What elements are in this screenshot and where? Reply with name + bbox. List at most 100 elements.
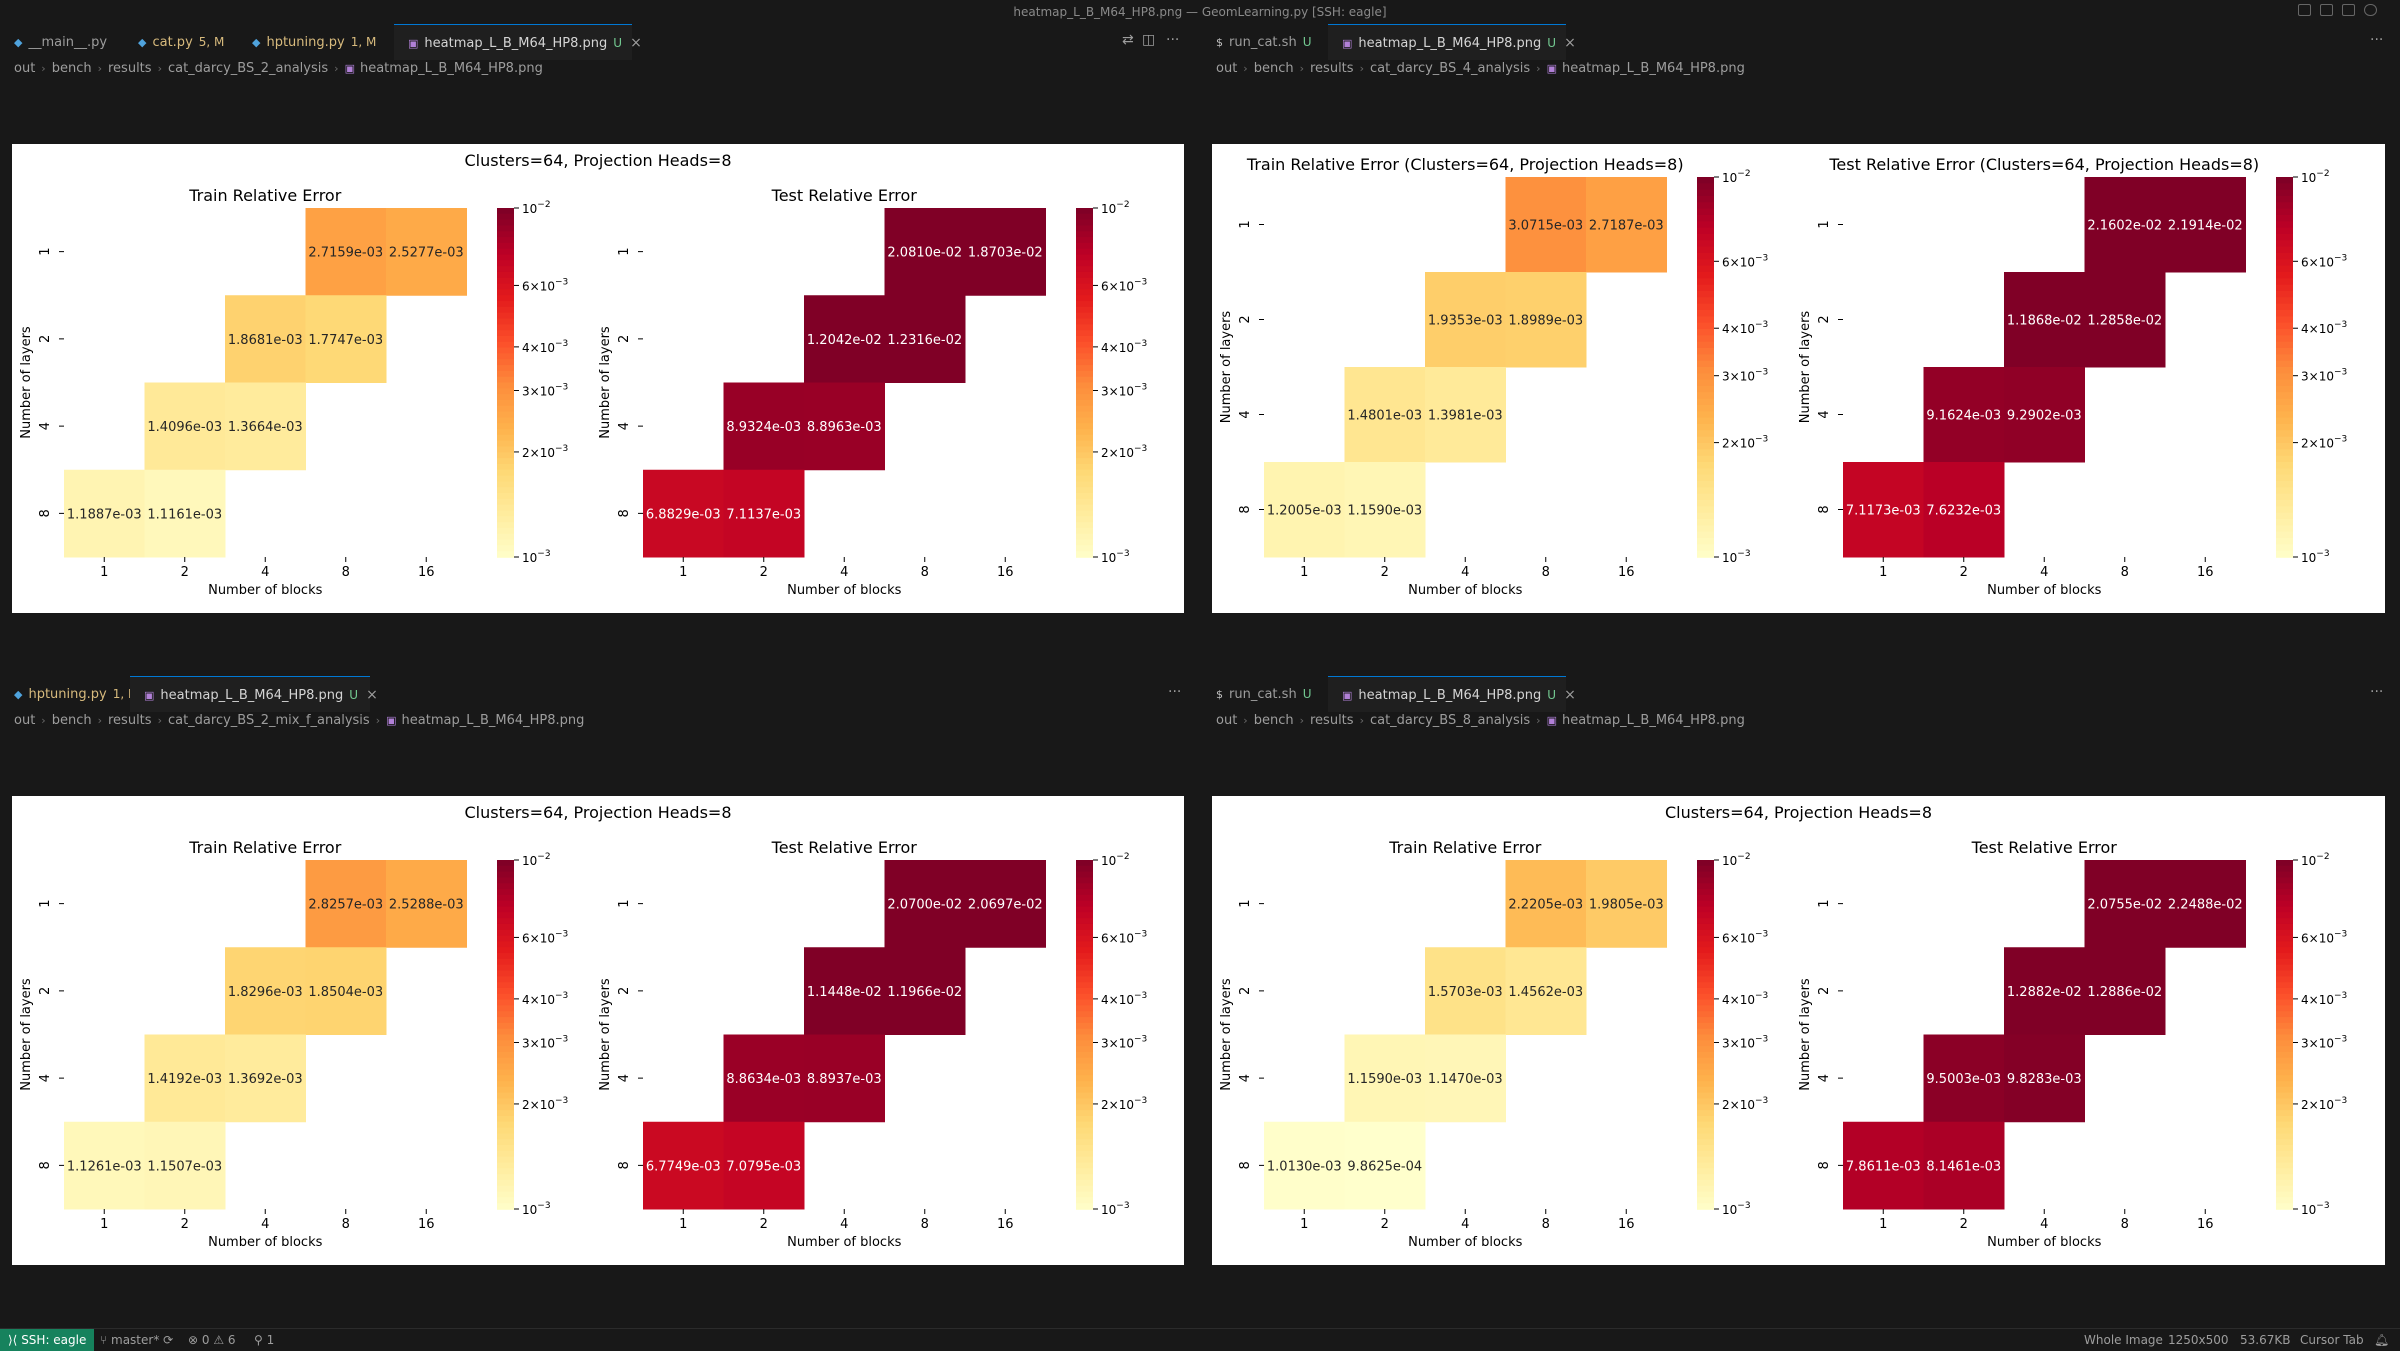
cell-value-label: 7.8611e-03	[1846, 1159, 1921, 1174]
colorbar-segment	[2276, 1139, 2293, 1146]
colorbar-segment	[497, 248, 514, 256]
compare-changes-icon[interactable]: ⇄	[1122, 32, 1134, 48]
close-tab-icon[interactable]: ×	[1564, 35, 1576, 51]
colorbar-segment	[1076, 1075, 1093, 1082]
remote-indicator[interactable]: ⟩⟨ SSH: eagle	[0, 1329, 95, 1351]
ports-indicator[interactable]: ⚲ 1	[254, 1333, 275, 1347]
x-tick-label: 2	[1381, 565, 1389, 580]
breadcrumb-segment[interactable]: heatmap_L_B_M64_HP8.png	[1561, 713, 1745, 728]
x-tick-label: 8	[342, 1217, 350, 1232]
cell-value-label: 1.7747e-03	[308, 333, 383, 348]
colorbar-segment	[497, 475, 514, 483]
breadcrumb-segment[interactable]: out	[14, 61, 36, 76]
colorbar-segment	[2276, 316, 2293, 324]
cell-value-label: 2.7187e-03	[1589, 219, 1664, 234]
x-axis-label: Number of blocks	[1987, 1235, 2102, 1250]
colorbar-segment	[2276, 1191, 2293, 1199]
colorbar-segment	[2276, 259, 2293, 267]
colorbar-segment	[497, 1197, 514, 1204]
editor-tab[interactable]: ◆ hptuning.py 1, M	[238, 24, 394, 60]
breadcrumb-segment[interactable]: bench	[1253, 61, 1294, 76]
editor-tab[interactable]: ▣ heatmap_L_B_M64_HP8.png U ×	[1328, 676, 1576, 712]
editor-tab[interactable]: $ run_cat.sh U	[1202, 24, 1328, 60]
colorbar-segment	[1697, 941, 1714, 949]
colorbar-segment	[1697, 1197, 1714, 1204]
settings-gear-icon[interactable]	[2364, 4, 2377, 16]
colorbar-segment	[2276, 1104, 2293, 1111]
image-file-icon: ▣	[1342, 689, 1353, 702]
breadcrumb-segment[interactable]: cat_darcy_BS_4_analysis	[1369, 61, 1531, 76]
x-tick-label: 8	[1542, 1217, 1550, 1232]
colorbar-segment	[1076, 1191, 1093, 1199]
breadcrumb-segment[interactable]: cat_darcy_BS_8_analysis	[1369, 713, 1531, 728]
colorbar-segment	[2276, 1034, 2293, 1042]
breadcrumb-segment[interactable]: bench	[1253, 713, 1294, 728]
colorbar-tick-label: 2×10−3	[522, 444, 568, 460]
colorbar-segment	[2276, 1022, 2293, 1030]
colorbar: 10−2 6×10−3 4×10−3 3×10−3 2×10−3 10−3	[497, 200, 568, 565]
heatmap-cell	[965, 860, 1046, 948]
breadcrumb-segment[interactable]: results	[108, 61, 152, 76]
colorbar-segment	[1076, 295, 1093, 302]
breadcrumb-segment[interactable]: bench	[51, 61, 92, 76]
breadcrumb-segment[interactable]: results	[1310, 61, 1354, 76]
image-mode[interactable]: Whole Image	[2084, 1333, 2163, 1347]
colorbar-segment	[2276, 544, 2293, 552]
colorbar-segment	[1697, 284, 1714, 292]
problems-indicator[interactable]: ⊗ 0 ⚠ 6	[188, 1333, 236, 1347]
editor-tab[interactable]: ▣ heatmap_L_B_M64_HP8.png U ×	[1328, 24, 1576, 60]
colorbar-tick-label: 2×10−3	[2301, 1096, 2347, 1112]
colorbar-segment	[1076, 306, 1093, 314]
colorbar-segment	[1697, 322, 1714, 330]
colorbar-segment	[1076, 1005, 1093, 1013]
breadcrumb-segment[interactable]: results	[108, 713, 152, 728]
heatmap-cell	[884, 860, 966, 948]
x-tick-label: 4	[261, 565, 269, 580]
editor-tab[interactable]: $ run_cat.sh U	[1202, 676, 1328, 712]
split-editor-icon[interactable]: ◫	[1142, 32, 1156, 48]
close-tab-icon[interactable]: ×	[366, 687, 378, 703]
more-actions-icon[interactable]: ···	[1168, 684, 1182, 700]
colorbar-segment	[1697, 912, 1714, 919]
close-tab-icon[interactable]: ×	[630, 35, 642, 51]
toggle-secondary-sidebar-icon[interactable]	[2342, 4, 2355, 16]
toggle-sidebar-icon[interactable]	[2298, 4, 2311, 16]
indent-mode[interactable]: Cursor Tab	[2300, 1333, 2364, 1347]
colorbar-segment	[1076, 417, 1093, 425]
colorbar-segment	[2276, 348, 2293, 356]
toggle-panel-icon[interactable]	[2320, 4, 2333, 16]
colorbar-segment	[1076, 539, 1093, 547]
more-actions-icon[interactable]: ···	[2370, 32, 2384, 48]
breadcrumb-segment[interactable]: heatmap_L_B_M64_HP8.png	[1561, 61, 1745, 76]
notifications-bell-icon[interactable]: 🔔︎	[2374, 1333, 2390, 1347]
git-branch[interactable]: ⑂ master* ⟳	[100, 1333, 174, 1347]
breadcrumb-segment[interactable]: out	[14, 713, 36, 728]
breadcrumb-segment[interactable]: cat_darcy_BS_2_mix_f_analysis	[167, 713, 370, 728]
heatmap-cell	[2004, 1034, 2085, 1123]
colorbar-segment	[2276, 1185, 2293, 1193]
breadcrumb-segment[interactable]: out	[1216, 713, 1238, 728]
breadcrumb-segment[interactable]: heatmap_L_B_M64_HP8.png	[359, 61, 543, 76]
colorbar-segment	[2276, 1069, 2293, 1077]
editor-tab[interactable]: ◆ hptuning.py 1, M	[0, 676, 138, 712]
more-actions-icon[interactable]: ···	[2370, 684, 2384, 700]
editor-tab[interactable]: ◆ __main__.py	[0, 24, 124, 60]
close-tab-icon[interactable]: ×	[1564, 687, 1576, 703]
cell-value-label: 9.5003e-03	[1926, 1072, 2001, 1087]
tab-label: cat.py	[152, 35, 193, 50]
colorbar-segment	[1697, 993, 1714, 1001]
editor-tab[interactable]: ▣ heatmap_L_B_M64_HP8.png U ×	[130, 676, 378, 712]
editor-tab[interactable]: ◆ cat.py 5, M	[124, 24, 238, 60]
editor-tab[interactable]: ▣ heatmap_L_B_M64_HP8.png U ×	[394, 24, 642, 60]
y-tick-label: 1	[1238, 899, 1253, 907]
breadcrumb-segment[interactable]: heatmap_L_B_M64_HP8.png	[401, 713, 585, 728]
more-actions-icon[interactable]: ···	[1166, 32, 1180, 48]
colorbar-segment	[1076, 341, 1093, 349]
breadcrumb-segment[interactable]: bench	[51, 713, 92, 728]
breadcrumb-segment[interactable]: out	[1216, 61, 1238, 76]
colorbar-segment	[1697, 234, 1714, 242]
colorbar-segment	[497, 423, 514, 430]
breadcrumb-segment[interactable]: cat_darcy_BS_2_analysis	[167, 61, 329, 76]
x-tick-label: 16	[418, 1217, 435, 1232]
breadcrumb-segment[interactable]: results	[1310, 713, 1354, 728]
